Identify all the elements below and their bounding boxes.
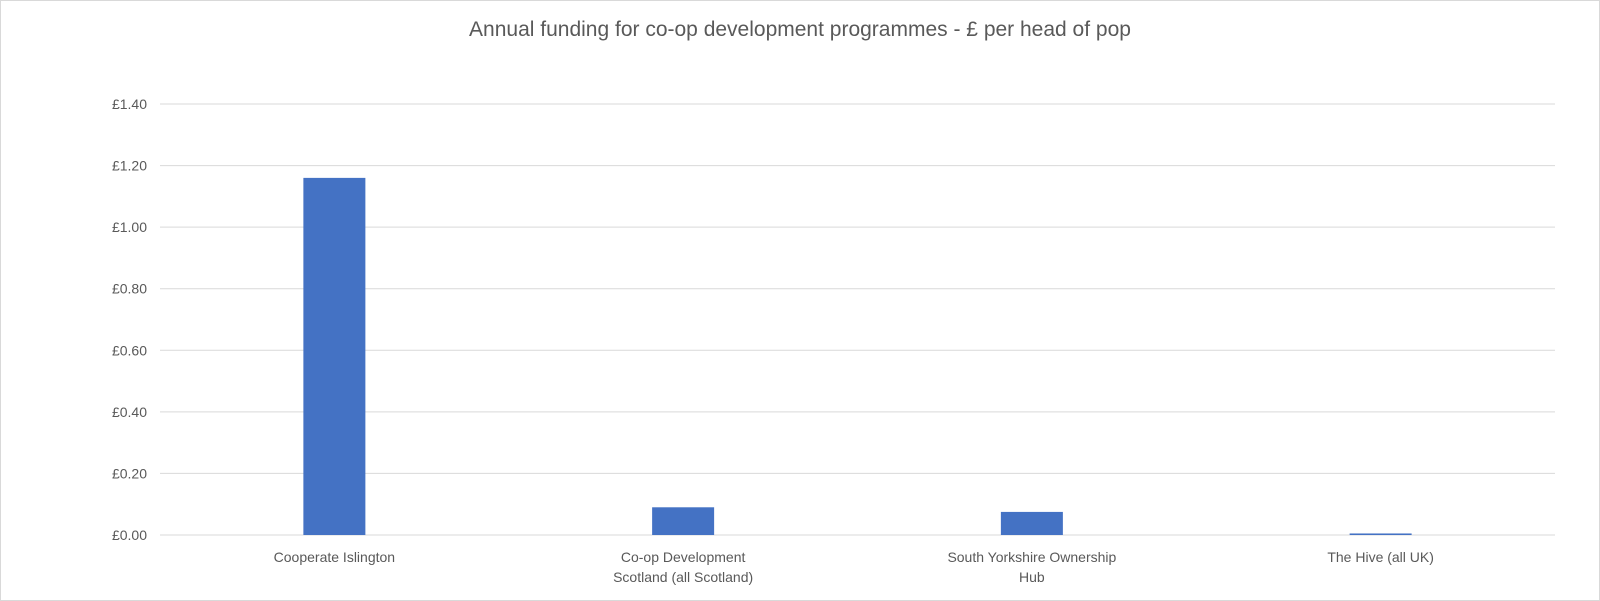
y-tick-label: £1.20: [112, 158, 147, 174]
y-axis-ticks: £0.00 £0.20 £0.40 £0.60 £0.80 £1.00 £1.20 £1.40: [112, 96, 147, 543]
x-category-label: South Yorkshire Ownership: [947, 549, 1116, 565]
x-category-label: The Hive (all UK): [1327, 549, 1434, 565]
y-tick-label: £1.40: [112, 96, 147, 112]
bar: [1000, 511, 1063, 535]
gridlines: [160, 103, 1555, 536]
y-tick-label: £0.60: [112, 342, 147, 358]
bar: [1349, 533, 1412, 535]
x-category-label: Scotland (all Scotland): [613, 569, 753, 585]
bars: [303, 177, 1412, 535]
y-tick-label: £0.20: [112, 465, 147, 481]
x-category-label: Co-op Development: [621, 549, 746, 565]
x-category-label: Hub: [1019, 569, 1045, 585]
y-tick-label: £0.40: [112, 404, 147, 420]
y-tick-label: £0.80: [112, 281, 147, 297]
bar: [303, 177, 366, 535]
x-axis-labels: Cooperate Islington Co-op Development Scot…: [274, 549, 1434, 585]
chart-title: Annual funding for co-op development pro…: [469, 18, 1131, 41]
bar: [652, 507, 715, 535]
y-tick-label: £1.00: [112, 219, 147, 235]
y-tick-label: £0.00: [112, 527, 147, 543]
x-category-label: Cooperate Islington: [274, 549, 395, 565]
